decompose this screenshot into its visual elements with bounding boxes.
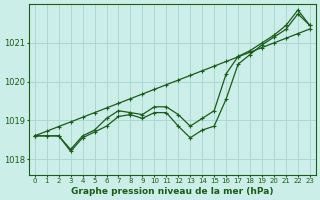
- X-axis label: Graphe pression niveau de la mer (hPa): Graphe pression niveau de la mer (hPa): [71, 187, 274, 196]
